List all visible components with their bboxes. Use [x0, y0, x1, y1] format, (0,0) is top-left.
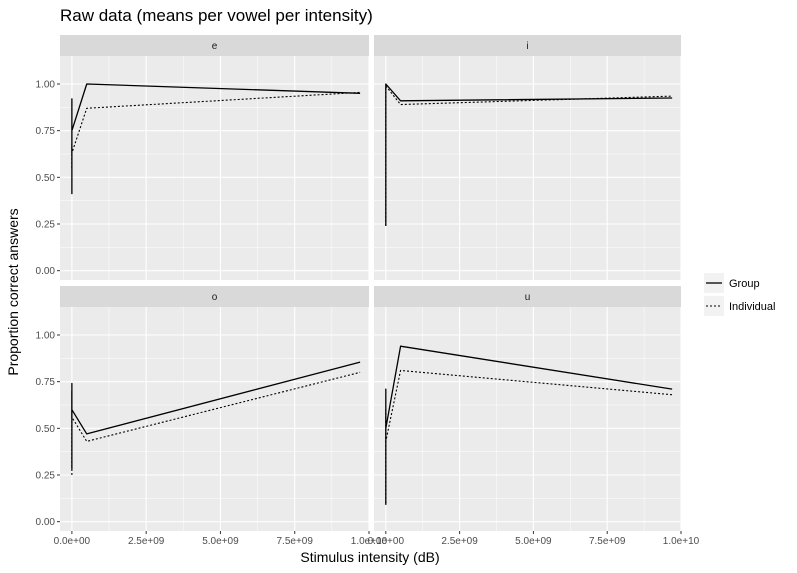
x-axis-title: Stimulus intensity (dB): [300, 549, 439, 565]
legend-label: Individual: [729, 301, 775, 313]
facet-strip-label: u: [525, 292, 531, 303]
facet-strip-label: i: [526, 41, 528, 52]
facet-strip: [60, 286, 369, 307]
facet-panel-o: o 0.00 0.25 0.50 0.75 1.00 0.0e+00 2.5e+09 5.0e+…: [36, 286, 388, 547]
series-line-individual-i: [385, 85, 673, 226]
facet-strip: [60, 35, 369, 56]
y-axis-title: Proportion correct answers: [5, 208, 21, 375]
legend-entry-individual: Individual: [704, 296, 775, 316]
y-tick-label: 0.00: [36, 517, 56, 528]
facet-strip-label: o: [212, 292, 218, 303]
x-tick-label: 2.5e+09: [128, 536, 165, 547]
facet-panel-e: e 0.00 0.25 0.50 0.75 1.00: [36, 35, 370, 280]
series-line-individual-u: [385, 369, 673, 503]
x-tick-label: 5.0e+09: [202, 536, 239, 547]
x-tick-label: 1.0e+10: [351, 536, 388, 547]
y-tick-label: 1.00: [36, 80, 56, 91]
x-tick-label: 7.5e+09: [589, 536, 626, 547]
y-tick-label: 0.50: [36, 424, 56, 435]
y-tick-label: 0.25: [36, 220, 56, 231]
y-tick-label: 0.00: [36, 266, 56, 277]
x-tick-label: 0.0e+00: [368, 536, 405, 547]
y-tick-label: 1.00: [36, 331, 56, 342]
series-line-individual-e: [71, 91, 361, 168]
panel-background: [374, 307, 681, 531]
facet-strip: [374, 286, 681, 307]
panel-background: [60, 307, 369, 531]
legend-entry-group: Group: [704, 273, 760, 293]
chart-title: Raw data (means per vowel per intensity): [60, 6, 373, 25]
legend-label: Group: [729, 278, 760, 290]
facet-panels: e 0.00 0.25 0.50 0.75 1.00 i o 0.00 0.25 0.50 0.75 1…: [36, 35, 700, 547]
facet-strip: [374, 35, 681, 56]
y-tick-label: 0.75: [36, 377, 56, 388]
panel-background: [60, 56, 369, 280]
legend: Group Individual: [704, 273, 775, 316]
facet-panel-u: u 0.0e+00 2.5e+09 5.0e+09 7.5e+09 1.0e+10: [368, 286, 700, 547]
facet-strip-label: e: [212, 41, 218, 52]
x-tick-label: 0.0e+00: [54, 536, 91, 547]
y-tick-label: 0.75: [36, 126, 56, 137]
y-tick-label: 0.50: [36, 173, 56, 184]
series-line-individual-o: [71, 371, 361, 475]
facet-panel-i: i: [374, 35, 682, 280]
x-tick-label: 5.0e+09: [515, 536, 552, 547]
y-tick-label: 0.25: [36, 471, 56, 482]
x-tick-label: 1.0e+10: [663, 536, 700, 547]
panel-background: [374, 56, 681, 280]
series-line-group-e: [71, 83, 361, 195]
x-tick-label: 7.5e+09: [277, 536, 314, 547]
series-line-group-u: [385, 345, 673, 505]
x-tick-label: 2.5e+09: [441, 536, 478, 547]
